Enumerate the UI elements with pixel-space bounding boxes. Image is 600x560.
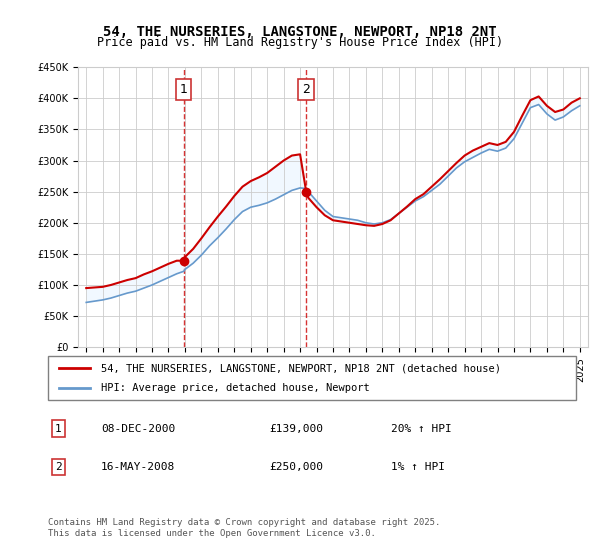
Text: 16-MAY-2008: 16-MAY-2008 bbox=[101, 462, 175, 472]
Text: Price paid vs. HM Land Registry's House Price Index (HPI): Price paid vs. HM Land Registry's House … bbox=[97, 36, 503, 49]
Text: Contains HM Land Registry data © Crown copyright and database right 2025.
This d: Contains HM Land Registry data © Crown c… bbox=[48, 518, 440, 538]
Text: 20% ↑ HPI: 20% ↑ HPI bbox=[391, 424, 452, 434]
Text: 2: 2 bbox=[55, 462, 62, 472]
Text: 2: 2 bbox=[302, 83, 310, 96]
Text: 1: 1 bbox=[180, 83, 188, 96]
Text: £139,000: £139,000 bbox=[270, 424, 324, 434]
Text: £250,000: £250,000 bbox=[270, 462, 324, 472]
FancyBboxPatch shape bbox=[48, 356, 576, 400]
Text: 54, THE NURSERIES, LANGSTONE, NEWPORT, NP18 2NT (detached house): 54, THE NURSERIES, LANGSTONE, NEWPORT, N… bbox=[101, 363, 501, 373]
Text: 54, THE NURSERIES, LANGSTONE, NEWPORT, NP18 2NT: 54, THE NURSERIES, LANGSTONE, NEWPORT, N… bbox=[103, 25, 497, 39]
Text: HPI: Average price, detached house, Newport: HPI: Average price, detached house, Newp… bbox=[101, 383, 370, 393]
Text: 1: 1 bbox=[55, 424, 62, 434]
Text: 1% ↑ HPI: 1% ↑ HPI bbox=[391, 462, 445, 472]
Text: 08-DEC-2000: 08-DEC-2000 bbox=[101, 424, 175, 434]
